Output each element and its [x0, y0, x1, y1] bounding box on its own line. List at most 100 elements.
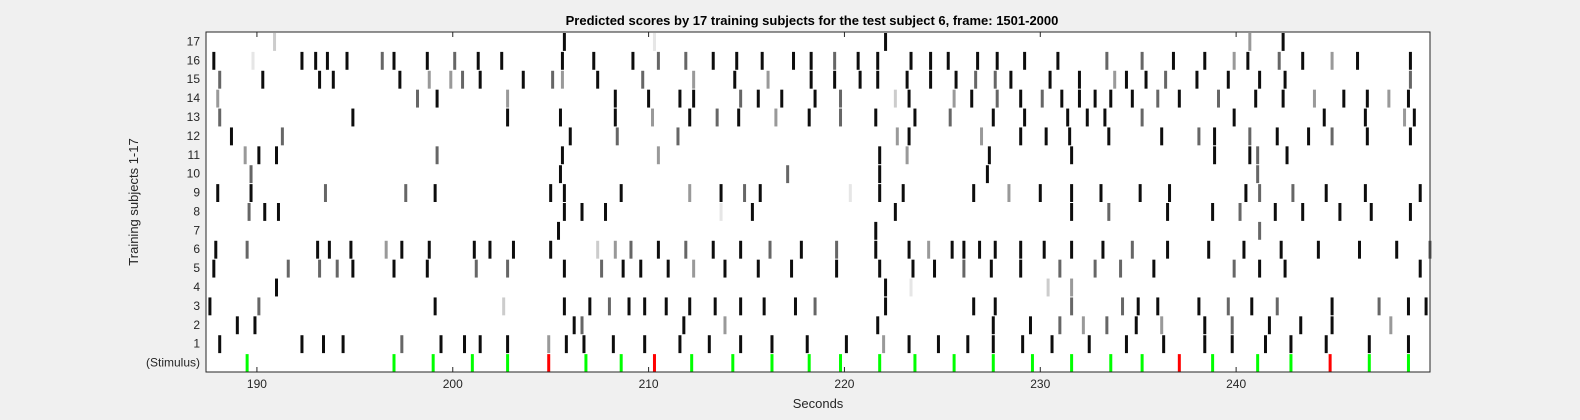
score-mark-subject-11 [987, 146, 991, 165]
score-mark-subject-14 [647, 89, 651, 108]
score-mark-subject-14 [1406, 89, 1410, 108]
score-mark-subject-14 [1387, 89, 1391, 108]
score-mark-subject-17 [884, 33, 888, 51]
score-mark-subject-9 [619, 184, 623, 202]
score-mark-subject-15 [521, 70, 525, 89]
stimulus-mark [1109, 354, 1113, 372]
stimulus-mark [547, 354, 551, 372]
score-mark-subject-15 [1113, 70, 1117, 89]
score-mark-subject-1 [907, 335, 911, 354]
score-mark-subject-9 [1099, 184, 1103, 202]
score-mark-subject-13 [218, 108, 222, 127]
score-mark-subject-5 [835, 259, 839, 278]
score-mark-subject-13 [991, 108, 995, 127]
score-mark-subject-8 [580, 203, 584, 221]
score-mark-subject-6 [488, 240, 492, 259]
score-mark-subject-1 [844, 335, 848, 354]
score-mark-subject-1 [1289, 335, 1293, 354]
score-mark-subject-12 [1330, 127, 1334, 146]
score-mark-subject-15 [858, 70, 862, 89]
score-mark-subject-6 [768, 240, 772, 259]
score-mark-subject-5 [351, 259, 355, 278]
score-mark-subject-3 [433, 297, 437, 316]
score-mark-subject-1 [547, 335, 551, 354]
stimulus-mark [839, 354, 843, 372]
score-mark-subject-5 [1418, 259, 1422, 278]
score-mark-subject-1 [322, 335, 326, 354]
score-mark-subject-16 [300, 51, 304, 70]
score-mark-subject-8 [1107, 203, 1111, 221]
score-mark-subject-7 [1258, 221, 1262, 240]
score-mark-subject-6 [245, 240, 249, 259]
score-mark-subject-9 [1258, 184, 1262, 202]
score-mark-subject-15 [596, 70, 600, 89]
score-mark-subject-3 [643, 297, 647, 316]
y-tick-label: 6 [193, 242, 200, 256]
score-mark-subject-12 [280, 127, 284, 146]
score-mark-subject-13 [1232, 108, 1236, 127]
score-mark-subject-3 [1156, 297, 1160, 316]
score-mark-subject-6 [927, 240, 931, 259]
score-mark-subject-17 [652, 33, 656, 51]
score-mark-subject-17 [273, 33, 277, 51]
score-mark-subject-16 [500, 51, 504, 70]
y-tick-label: 1 [193, 337, 200, 351]
score-mark-subject-14 [1177, 89, 1181, 108]
score-mark-subject-2 [1330, 316, 1334, 335]
score-mark-subject-9 [1324, 184, 1328, 202]
score-mark-subject-16 [251, 51, 255, 70]
score-mark-subject-8 [276, 203, 280, 221]
score-mark-subject-1 [439, 335, 443, 354]
score-mark-subject-15 [809, 70, 813, 89]
score-mark-subject-14 [952, 89, 956, 108]
score-mark-subject-14 [692, 89, 696, 108]
score-mark-subject-10 [558, 165, 562, 184]
score-mark-subject-2 [1267, 316, 1271, 335]
score-mark-subject-17 [1281, 33, 1285, 51]
score-mark-subject-16 [1277, 51, 1281, 70]
score-mark-subject-16 [345, 51, 349, 70]
score-mark-subject-13 [1322, 108, 1326, 127]
score-mark-subject-14 [435, 89, 439, 108]
stimulus-mark [1406, 354, 1410, 372]
score-mark-subject-1 [936, 335, 940, 354]
score-mark-subject-12 [1408, 127, 1412, 146]
score-mark-subject-3 [813, 297, 817, 316]
score-mark-subject-15 [733, 70, 737, 89]
score-mark-subject-8 [247, 203, 251, 221]
stimulus-mark [1256, 354, 1260, 372]
score-mark-subject-13 [506, 108, 510, 127]
score-mark-subject-13 [737, 108, 741, 127]
score-mark-subject-4 [1046, 278, 1050, 297]
score-mark-subject-12 [615, 127, 619, 146]
score-mark-subject-5 [1058, 259, 1062, 278]
score-mark-subject-15 [993, 70, 997, 89]
score-mark-subject-5 [474, 259, 478, 278]
score-mark-subject-15 [1144, 70, 1148, 89]
score-mark-subject-6 [978, 240, 982, 259]
score-mark-subject-16 [476, 51, 480, 70]
score-mark-subject-16 [425, 51, 429, 70]
y-tick-label: 14 [187, 91, 201, 105]
score-mark-subject-2 [682, 316, 686, 335]
score-mark-subject-14 [506, 89, 510, 108]
score-mark-subject-6 [993, 240, 997, 259]
score-mark-subject-2 [253, 316, 257, 335]
score-mark-subject-6 [874, 240, 878, 259]
score-mark-subject-1 [1021, 335, 1025, 354]
score-mark-subject-15 [560, 70, 564, 89]
score-mark-subject-1 [506, 335, 510, 354]
score-mark-subject-13 [651, 108, 655, 127]
score-mark-subject-10 [786, 165, 790, 184]
score-mark-subject-6 [1019, 240, 1023, 259]
stimulus-mark [470, 354, 474, 372]
score-mark-subject-16 [995, 51, 999, 70]
score-mark-subject-2 [1081, 316, 1085, 335]
stimulus-mark [1289, 354, 1293, 372]
score-mark-subject-10 [878, 165, 882, 184]
score-mark-subject-16 [684, 51, 688, 70]
score-mark-subject-16 [1408, 51, 1412, 70]
score-mark-subject-6 [1316, 240, 1320, 259]
score-mark-subject-11 [1213, 146, 1217, 165]
